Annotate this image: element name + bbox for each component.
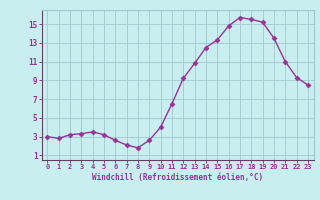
X-axis label: Windchill (Refroidissement éolien,°C): Windchill (Refroidissement éolien,°C) [92, 173, 263, 182]
